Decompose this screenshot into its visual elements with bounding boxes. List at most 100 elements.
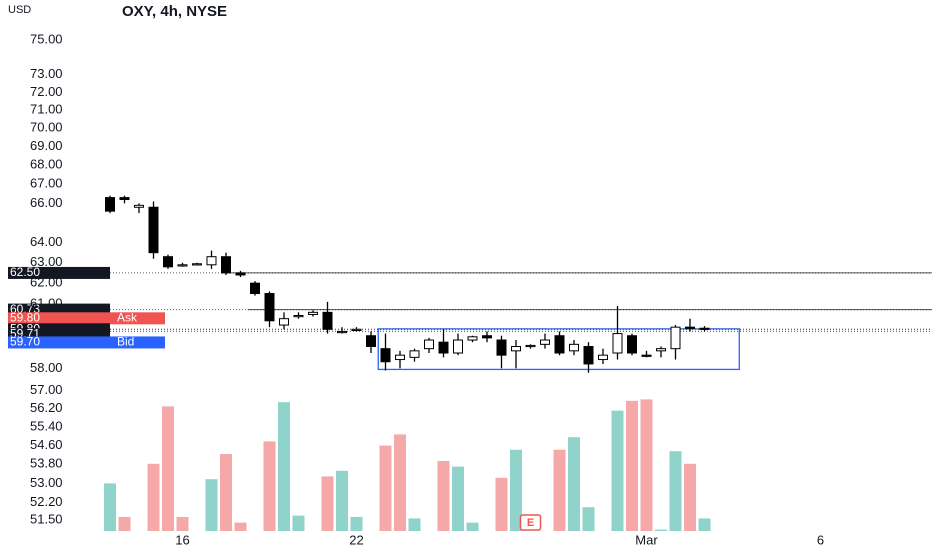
volume-bar <box>118 517 131 531</box>
candle-body <box>395 354 405 361</box>
x-tick-label: Mar <box>635 532 658 547</box>
volume-bar <box>437 461 450 531</box>
candle-body <box>221 256 231 274</box>
volume-bar <box>582 507 595 531</box>
candle-body <box>322 311 333 330</box>
price-tag-bid: Bid <box>117 335 134 349</box>
candle-body <box>685 326 695 329</box>
candle-body <box>670 326 681 350</box>
price-tag-label: 59.70 <box>10 335 40 349</box>
candle-body <box>192 263 202 266</box>
volume-bar <box>176 517 189 531</box>
y-tick-label: 62.00 <box>30 275 63 290</box>
candle-body <box>293 315 304 318</box>
price-tag <box>8 312 110 325</box>
event-label: E <box>527 517 534 529</box>
candle-body <box>424 339 434 350</box>
volume-bar <box>568 437 580 531</box>
volume-bar <box>234 522 247 531</box>
volume-bar <box>640 399 653 531</box>
volume-bar <box>278 402 290 531</box>
y-tick-label: 63.00 <box>30 254 63 269</box>
volume-bar <box>220 454 232 531</box>
volume-bar <box>495 477 508 531</box>
price-layer: E <box>105 195 932 531</box>
candle-body <box>351 328 362 332</box>
volume-bar <box>655 529 667 531</box>
candle-body <box>206 256 217 266</box>
range-box <box>377 328 740 371</box>
candle-body <box>583 345 594 365</box>
y-tick-label: 61.00 <box>30 295 63 310</box>
candle-body <box>453 339 463 354</box>
volume-bar <box>104 483 116 531</box>
candle-body <box>540 339 550 345</box>
candle-body <box>337 330 347 334</box>
volume-bar <box>263 441 276 531</box>
candle-body <box>235 272 246 276</box>
volume-bar <box>669 451 682 531</box>
volume-bar <box>379 445 392 531</box>
candle-body <box>119 197 130 201</box>
candle-body <box>699 327 710 330</box>
candle-body <box>641 354 652 357</box>
volume-bar <box>350 517 363 531</box>
y-tick-label: 72.00 <box>30 84 63 99</box>
y-tick-label: 52.20 <box>30 494 63 509</box>
y-tick-label: 57.00 <box>30 382 63 397</box>
volume-bar <box>205 479 218 531</box>
y-tick-label: 58.00 <box>30 360 63 375</box>
price-tag-label: 62.50 <box>10 265 40 279</box>
candle-body <box>467 336 478 341</box>
y-tick-label: 64.00 <box>30 234 63 249</box>
candle-body <box>308 311 318 315</box>
volume-bar <box>336 470 348 531</box>
x-tick-label: 16 <box>175 532 189 547</box>
price-tag-label: 60.73 <box>10 302 40 316</box>
price-tag-ask: Ask <box>117 310 138 324</box>
x-tick-label: 6 <box>817 532 824 547</box>
candle-body <box>511 345 521 352</box>
y-tick-label: 71.00 <box>30 102 63 117</box>
y-tick-label: 68.00 <box>30 157 63 172</box>
candle-body <box>409 350 420 358</box>
candle-body <box>250 282 260 295</box>
price-tag <box>8 336 110 349</box>
y-tick-label: 73.00 <box>30 66 63 81</box>
y-tick-label: 67.00 <box>30 176 63 191</box>
price-tag <box>8 266 110 279</box>
y-tick-label: 54.60 <box>30 437 63 452</box>
y-tick-label: 53.00 <box>30 475 63 490</box>
candle-body <box>163 256 173 268</box>
y-tick-label: 53.80 <box>30 456 63 471</box>
candle-body <box>569 343 579 352</box>
candle-body <box>148 206 159 254</box>
candle-body <box>438 341 449 354</box>
volume-bar <box>698 518 711 531</box>
candle-body <box>366 335 376 347</box>
y-tick-label: 75.00 <box>30 32 63 47</box>
volume-bar <box>510 449 522 531</box>
y-tick-label: 56.20 <box>30 400 63 415</box>
y-tick-label: 66.00 <box>30 195 63 210</box>
volume-bar <box>147 463 160 531</box>
candle-body <box>525 344 536 348</box>
candle-body <box>598 354 608 361</box>
price-tag-label: 59.80 <box>10 310 40 324</box>
volume-bar <box>452 466 464 531</box>
candle-body <box>627 335 637 354</box>
candle-body <box>656 348 666 352</box>
volume-bar <box>394 434 406 531</box>
candle-body <box>554 335 565 354</box>
price-tag-bid-box <box>110 336 165 349</box>
candle-body <box>264 293 275 322</box>
y-tick-label: 70.00 <box>30 120 63 135</box>
volume-bar <box>611 410 624 531</box>
candle-body <box>612 333 623 354</box>
event-marker <box>519 514 542 531</box>
volume-bar <box>292 515 305 531</box>
price-tag-ask-box <box>110 312 165 325</box>
currency: USD <box>8 4 31 16</box>
